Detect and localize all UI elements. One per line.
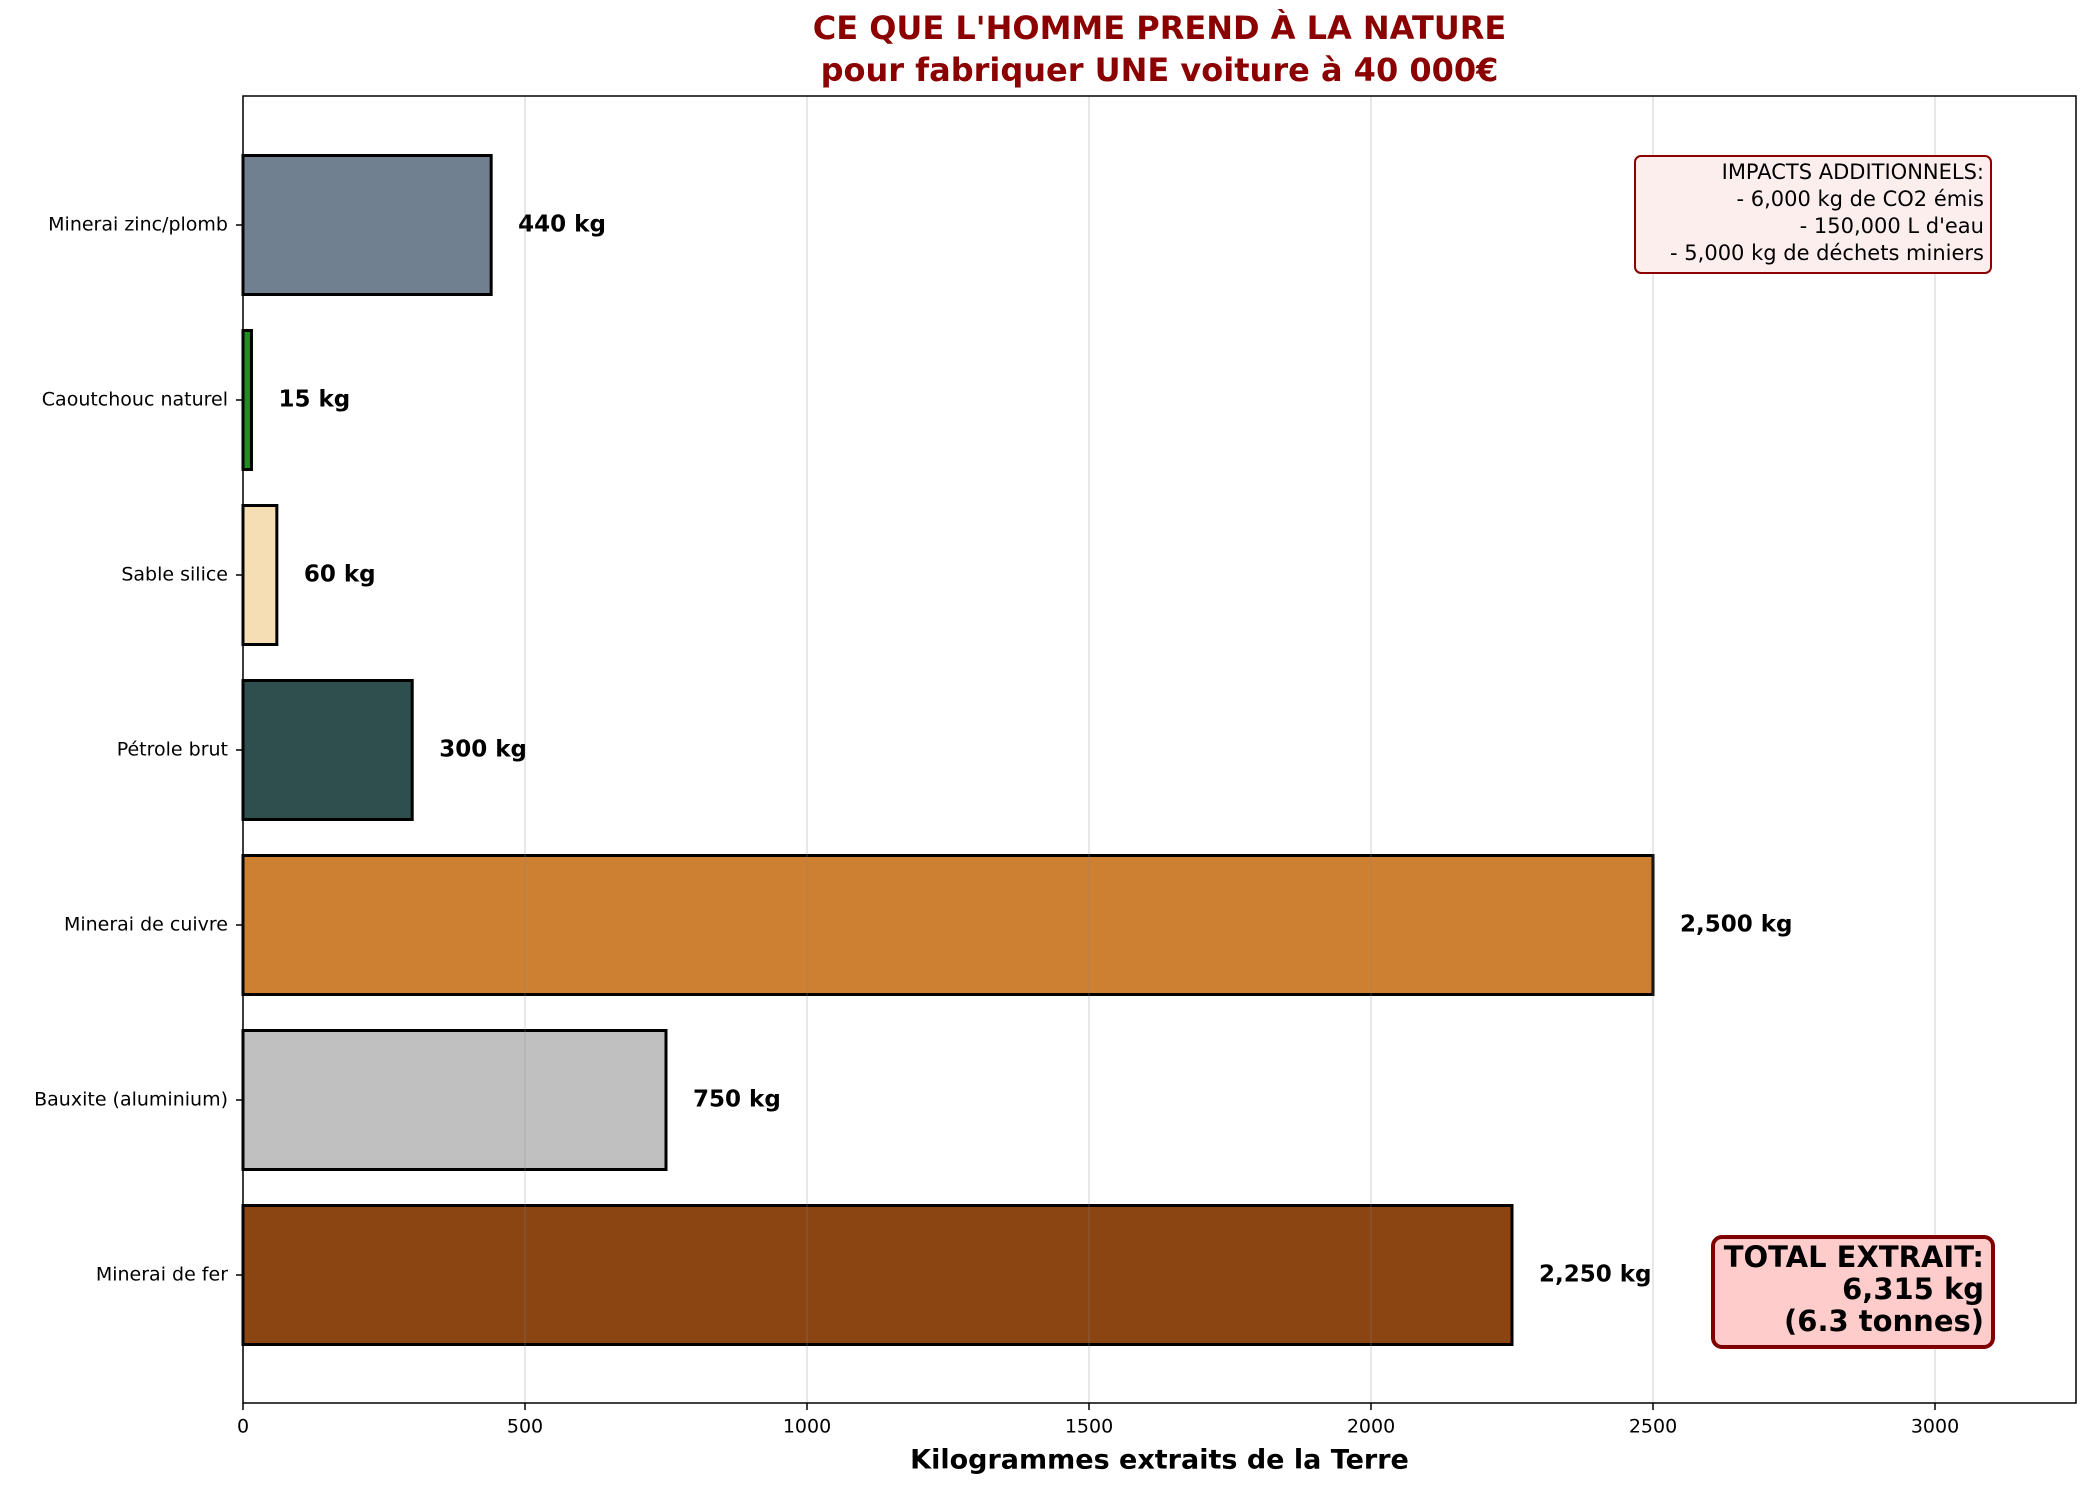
category-label: Bauxite (aluminium) (34, 1089, 228, 1111)
x-tick-label: 2500 (1629, 1416, 1677, 1438)
bar (241, 1029, 668, 1171)
x-tick-label: 0 (237, 1416, 249, 1438)
value-label: 15 kg (278, 387, 350, 413)
impacts-text: IMPACTS ADDITIONNELS: (1722, 160, 1984, 184)
value-label: 2,250 kg (1539, 1262, 1652, 1288)
impacts-text: - 150,000 L d'eau (1800, 214, 1984, 238)
value-label: 60 kg (304, 562, 376, 588)
total-text: (6.3 tonnes) (1784, 1304, 1984, 1338)
bar (241, 329, 253, 471)
bar (241, 679, 414, 821)
chart-title: pour fabriquer UNE voiture à 40 000€ (821, 51, 1499, 89)
total-box (1711, 1235, 1995, 1349)
x-tick-label: 1500 (1065, 1416, 1113, 1438)
impacts-text: - 6,000 kg de CO2 émis (1736, 187, 1984, 211)
category-label: Sable silice (121, 564, 228, 586)
bar (241, 854, 1655, 996)
x-tick-label: 500 (507, 1416, 543, 1438)
bar (241, 504, 279, 646)
value-label: 750 kg (693, 1087, 781, 1113)
category-label: Caoutchouc naturel (42, 389, 228, 411)
x-tick-label: 2000 (1347, 1416, 1395, 1438)
impacts-text: - 5,000 kg de déchets miniers (1670, 241, 1984, 265)
bar (241, 1204, 1514, 1346)
bar (241, 154, 493, 296)
category-label: Minerai zinc/plomb (48, 214, 228, 236)
total-text: 6,315 kg (1842, 1272, 1984, 1306)
value-label: 2,500 kg (1680, 912, 1793, 938)
x-tick-label: 1000 (783, 1416, 831, 1438)
axes-frame (242, 95, 2077, 1404)
category-label: Pétrole brut (117, 739, 228, 761)
category-label: Minerai de cuivre (64, 914, 228, 936)
chart-title: CE QUE L'HOMME PREND À LA NATURE (813, 9, 1507, 47)
x-axis-label: Kilogrammes extraits de la Terre (910, 1445, 1409, 1476)
value-label: 300 kg (439, 737, 527, 763)
impacts-box (1634, 155, 1992, 274)
category-label: Minerai de fer (96, 1264, 228, 1286)
total-text: TOTAL EXTRAIT: (1724, 1240, 1984, 1274)
value-label: 440 kg (518, 212, 606, 238)
x-tick-label: 3000 (1911, 1416, 1959, 1438)
